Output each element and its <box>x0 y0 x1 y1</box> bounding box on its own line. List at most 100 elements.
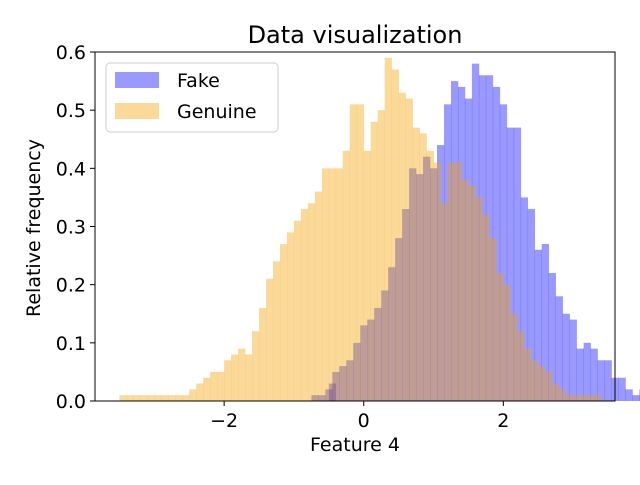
histogram-bar-genuine-32 <box>342 150 351 401</box>
histogram-bar-fake-8 <box>367 319 375 401</box>
histogram-bar-genuine-29 <box>321 168 330 401</box>
histogram-bar-genuine-25 <box>293 220 302 401</box>
histogram-bar-fake-5 <box>346 360 354 401</box>
y-tick-label: 0.3 <box>56 217 86 239</box>
histogram-bar-fake-9 <box>374 307 382 401</box>
histogram-bar-genuine-14 <box>217 371 225 401</box>
histogram-bar-fake-28 <box>506 127 515 401</box>
histogram-bar-genuine-42 <box>412 127 420 401</box>
histogram-bar-genuine-49 <box>461 179 469 401</box>
histogram-bar-genuine-9 <box>182 395 190 401</box>
histogram-bar-fake-4 <box>339 366 347 401</box>
histogram-bar-fake-16 <box>423 156 431 401</box>
histogram-bar-fake-18 <box>437 145 445 401</box>
histogram-bar-genuine-37 <box>377 110 385 402</box>
histogram-bar-genuine-8 <box>175 395 183 401</box>
histogram-bar-genuine-62 <box>552 383 560 401</box>
x-tick-label: −2 <box>210 410 238 432</box>
y-tick-label: 0.4 <box>56 158 86 180</box>
legend-swatch-genuine <box>115 103 159 119</box>
histogram-bar-genuine-20 <box>259 307 267 401</box>
histogram-bar-genuine-23 <box>279 243 288 401</box>
legend: Fake Genuine <box>105 62 279 133</box>
x-axis-label: Feature 4 <box>310 434 400 456</box>
series-genuine-bars <box>119 57 602 402</box>
histogram-bar-genuine-18 <box>245 354 253 401</box>
y-tick-label: 0.5 <box>56 100 86 122</box>
histogram-bar-genuine-68 <box>594 395 602 401</box>
histogram-bar-fake-7 <box>360 325 368 401</box>
histogram-bar-genuine-52 <box>482 214 490 401</box>
histogram-bar-genuine-17 <box>238 348 246 401</box>
histogram-bar-fake-40 <box>590 348 598 401</box>
legend-swatch-fake <box>115 72 159 88</box>
histogram-bar-genuine-43 <box>419 133 427 401</box>
histogram-bar-fake-0 <box>311 395 319 401</box>
histogram-bar-genuine-46 <box>440 203 448 401</box>
histogram-bar-genuine-7 <box>168 395 176 401</box>
histogram-bar-genuine-3 <box>140 395 148 401</box>
histogram-bar-genuine-59 <box>531 360 539 401</box>
histogram-bar-genuine-11 <box>196 383 204 401</box>
histogram-bar-fake-32 <box>534 249 543 401</box>
histogram-bar-genuine-30 <box>328 168 337 401</box>
histogram-bar-genuine-41 <box>405 98 413 402</box>
histogram-bar-genuine-21 <box>266 278 274 401</box>
histogram-bar-fake-25 <box>485 75 494 402</box>
histogram-bar-fake-14 <box>409 168 417 401</box>
histogram-bar-genuine-38 <box>384 57 392 402</box>
histogram-bar-genuine-16 <box>231 354 239 401</box>
histogram-bar-genuine-28 <box>314 191 323 401</box>
histogram-bar-genuine-35 <box>363 150 372 401</box>
histogram-bar-genuine-58 <box>524 348 532 401</box>
histogram-bar-genuine-6 <box>161 395 169 401</box>
histogram-bar-fake-33 <box>541 243 549 401</box>
histogram-bar-genuine-56 <box>510 313 518 401</box>
histogram-bar-fake-6 <box>353 342 361 401</box>
histogram-bar-genuine-13 <box>210 371 218 401</box>
histogram-bar-fake-15 <box>416 174 424 401</box>
histogram-bar-genuine-10 <box>189 389 197 401</box>
histogram-bar-fake-26 <box>492 86 501 402</box>
histogram-bar-fake-45 <box>625 389 633 401</box>
histogram-bar-fake-39 <box>583 342 591 401</box>
histogram-bar-genuine-67 <box>587 395 595 401</box>
histogram-bar-genuine-36 <box>370 121 378 402</box>
histogram-bar-fake-38 <box>576 348 584 401</box>
histogram-bar-genuine-66 <box>580 395 588 401</box>
legend-label-fake: Fake <box>177 70 220 92</box>
histogram-bar-fake-20 <box>450 81 459 401</box>
histogram-bar-fake-12 <box>395 238 403 401</box>
histogram-bar-fake-34 <box>548 273 556 401</box>
histogram-bar-genuine-5 <box>154 395 162 401</box>
y-tick-label: 0.0 <box>56 391 86 413</box>
histogram-bar-fake-36 <box>562 313 570 401</box>
histogram-bar-genuine-34 <box>356 104 365 401</box>
histogram-bar-fake-11 <box>388 267 396 401</box>
histogram-bar-genuine-47 <box>447 162 455 401</box>
bars-layer <box>119 57 640 402</box>
histogram-bar-genuine-33 <box>349 104 358 401</box>
y-tick-label: 0.2 <box>56 275 86 297</box>
histogram-bar-genuine-57 <box>517 331 525 401</box>
histogram-bar-fake-13 <box>402 209 410 401</box>
histogram-bar-genuine-45 <box>433 162 441 401</box>
histogram-bar-genuine-63 <box>559 389 567 401</box>
series-fake-bars <box>311 63 640 402</box>
histogram-bar-genuine-54 <box>496 273 504 401</box>
histogram-bar-genuine-24 <box>286 232 295 401</box>
histogram-bar-fake-24 <box>478 75 487 402</box>
axes-layer: −2 0 2 0.0 0.1 0.2 0.3 0.4 0.5 0.6 <box>56 42 616 432</box>
histogram-bar-genuine-27 <box>307 203 316 401</box>
histogram-bar-genuine-15 <box>224 360 232 401</box>
y-tick-label: 0.1 <box>56 333 86 355</box>
histogram-bar-genuine-1 <box>126 395 134 401</box>
histogram-bar-genuine-65 <box>573 395 581 401</box>
histogram-bar-fake-3 <box>332 371 340 401</box>
legend-box <box>105 62 279 133</box>
histogram-bar-fake-extra-0 <box>328 383 337 401</box>
histogram-bar-genuine-51 <box>475 197 483 401</box>
y-axis-label: Relative frequency <box>23 139 45 317</box>
